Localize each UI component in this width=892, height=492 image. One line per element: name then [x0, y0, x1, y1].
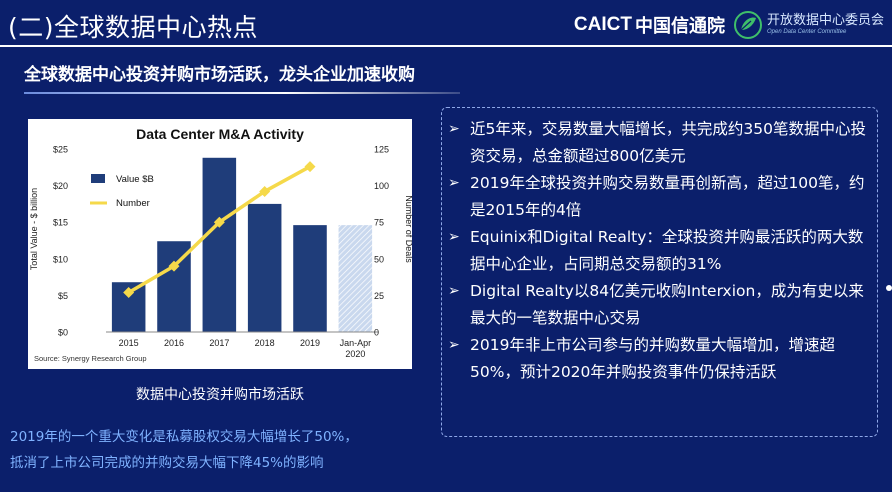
- arrow-bullet-icon: ➢: [448, 175, 460, 191]
- chart-source: Source: Synergy Research Group: [34, 354, 147, 363]
- x-tick-label: 2015: [119, 338, 139, 348]
- note-line-2: 抵消了上市公司完成的并购交易大幅下降45%的影响: [10, 455, 324, 471]
- caict-logo: CAICT 中国信通院: [574, 12, 725, 38]
- y2-tick-label: 100: [374, 181, 389, 191]
- odcc-leaf-icon: [733, 11, 762, 39]
- bullet-item: ➢ 2019年非上市公司参与的并购数量大幅增加，增速超50%，预计2020年并购…: [448, 332, 867, 386]
- x-tick-label: 2020: [345, 349, 365, 359]
- slide-title: (二)全球数据中心热点: [8, 13, 259, 42]
- line-point-2018: [259, 185, 271, 197]
- chart-frame: Data Center M&A Activity Total Value - $…: [28, 119, 414, 369]
- header-divider: [0, 45, 892, 47]
- odcc-name: 开放数据中心委员会: [766, 13, 884, 28]
- y2-tick-label: 125: [374, 145, 389, 155]
- legend-label-value: Value $B: [116, 174, 154, 185]
- y2-tick-label: 0: [374, 328, 379, 338]
- caict-name: 中国信通院: [634, 16, 725, 37]
- y-tick-label: $20: [53, 181, 68, 191]
- arrow-bullet-icon: ➢: [448, 337, 460, 353]
- ma-activity-chart: Data Center M&A Activity Total Value - $…: [29, 126, 414, 363]
- x-tick-label: 2016: [164, 338, 184, 348]
- odcc-english-name: Open Data Center Committee: [766, 29, 847, 35]
- y-tick-label: $15: [53, 218, 68, 228]
- section-subheading: 全球数据中心投资并购市场活跃，龙头企业加速收购: [24, 65, 415, 85]
- bar-jan-apr-2020: [338, 225, 373, 332]
- line-point-2017: [213, 216, 225, 228]
- bullet-text: Equinix和Digital Realty：全球投资并购最活跃的两大数据中心企…: [470, 228, 864, 273]
- bar-2019: [293, 225, 327, 332]
- bullet-item: ➢ 近5年来，交易数量大幅增长，共完成约350笔数据中心投资交易，总金额超过80…: [448, 116, 867, 170]
- chart-caption: 数据中心投资并购市场活跃: [136, 387, 304, 403]
- bullet-item: ➢ Equinix和Digital Realty：全球投资并购最活跃的两大数据中…: [448, 224, 867, 278]
- arrow-bullet-icon: ➢: [448, 229, 460, 245]
- y-tick-label: $5: [58, 291, 68, 301]
- bullet-text: 2019年非上市公司参与的并购数量大幅增加，增速超50%，预计2020年并购投资…: [470, 336, 835, 381]
- arrow-bullet-icon: ➢: [448, 283, 460, 299]
- chart-title: Data Center M&A Activity: [136, 126, 304, 142]
- y2-tick-label: 75: [374, 218, 384, 228]
- y-tick-label: $0: [58, 328, 68, 338]
- bullet-item: ➢ Digital Realty以84亿美元收购Interxion，成为有史以来…: [448, 278, 867, 332]
- key-points-box: ➢ 近5年来，交易数量大幅增长，共完成约350笔数据中心投资交易，总金额超过80…: [441, 107, 878, 437]
- legend-label-number: Number: [116, 198, 150, 209]
- chart-legend: Value $B Number: [90, 174, 154, 209]
- line-point-2016: [168, 260, 180, 272]
- line-point-2015: [123, 286, 135, 298]
- y2-tick-label: 50: [374, 254, 384, 264]
- arrow-bullet-icon: ➢: [448, 121, 460, 137]
- y-tick-label: $10: [53, 254, 68, 264]
- y-axis-label: Total Value - $ billion: [29, 188, 39, 270]
- bar-2018: [247, 203, 282, 332]
- bar-2017: [202, 157, 237, 332]
- subheading-underline: [24, 92, 460, 94]
- bullet-text: Digital Realty以84亿美元收购Interxion，成为有史以来最大…: [470, 282, 864, 327]
- odcc-logo: 开放数据中心委员会 Open Data Center Committee: [733, 10, 884, 40]
- y2-tick-label: 25: [374, 291, 384, 301]
- x-tick-label: 2017: [209, 338, 229, 348]
- header-logos: CAICT 中国信通院 开放数据中心委员会 Open Data Center C…: [574, 8, 884, 42]
- legend-swatch-value: [91, 174, 105, 183]
- note-text: 2019年的一个重大变化是私募股权交易大幅增长了50%， 抵消了上市公司完成的并…: [10, 424, 430, 476]
- note-line-1: 2019年的一个重大变化是私募股权交易大幅增长了50%，: [10, 429, 358, 445]
- line-point-2019: [304, 161, 316, 173]
- x-tick-label: 2019: [300, 338, 320, 348]
- bullet-item: ➢ 2019年全球投资并购交易数量再创新高，超过100笔，约是2015年的4倍: [448, 170, 867, 224]
- bullet-text: 2019年全球投资并购交易数量再创新高，超过100笔，约是2015年的4倍: [470, 174, 865, 219]
- x-tick-label: Jan-Apr: [340, 338, 372, 348]
- slide-edge-marker: [886, 285, 892, 291]
- y2-axis-label: Number of Deals: [404, 195, 412, 263]
- bullet-text: 近5年来，交易数量大幅增长，共完成约350笔数据中心投资交易，总金额超过800亿…: [470, 120, 866, 165]
- x-tick-label: 2018: [255, 338, 275, 348]
- caict-mark: CAICT: [573, 14, 632, 35]
- y-tick-label: $25: [53, 145, 68, 155]
